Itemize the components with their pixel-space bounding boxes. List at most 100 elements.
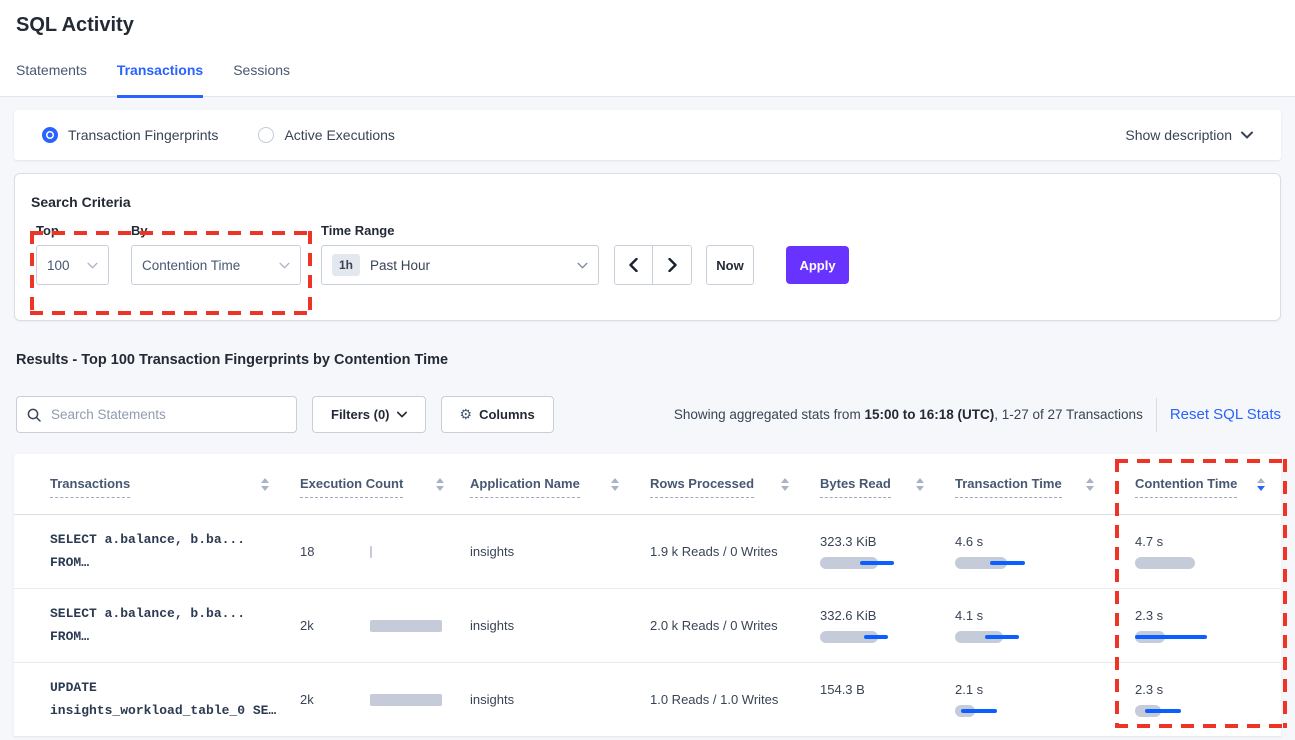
- contention-time-cell: 2.3 s: [1110, 663, 1281, 736]
- transaction-time-bar: [955, 557, 1007, 569]
- time-range-badge: 1h: [332, 254, 361, 276]
- show-description-label: Show description: [1125, 127, 1232, 143]
- column-label: Transaction Time: [955, 476, 1062, 498]
- search-criteria-form: Top 100 By Contention Time Time Range 1h…: [36, 223, 1264, 285]
- column-label: Transactions: [50, 476, 131, 498]
- column-header-application-name[interactable]: Application Name: [460, 454, 635, 514]
- by-select-value: Contention Time: [142, 257, 241, 273]
- sort-icon[interactable]: [916, 477, 924, 491]
- time-range-label: Time Range: [321, 223, 395, 238]
- transaction-time-cell: 4.1 s: [940, 589, 1110, 662]
- bytes-read-mean-line: [864, 635, 888, 639]
- transaction-fingerprint-link[interactable]: SELECT a.balance, b.ba... FROM…: [50, 531, 246, 570]
- contention-time-cell: 4.7 s: [1110, 515, 1281, 588]
- column-header-execution-count[interactable]: Execution Count: [285, 454, 460, 514]
- contention-time-chart: [1135, 557, 1245, 569]
- column-header-transactions[interactable]: Transactions: [14, 454, 285, 514]
- execution-count-bar: [370, 693, 442, 706]
- columns-button[interactable]: ⚙ Columns: [440, 396, 554, 433]
- sort-icon[interactable]: [436, 477, 444, 491]
- radio-transaction-fingerprints[interactable]: Transaction Fingerprints: [42, 127, 218, 143]
- transaction-cell: SELECT a.balance, b.ba... FROM…: [14, 589, 285, 662]
- contention-time-value: 2.3 s: [1135, 608, 1164, 623]
- transaction-cell: SELECT a.balance, b.ba... FROM…: [14, 515, 285, 588]
- bytes-read-value: 323.3 KiB: [820, 534, 877, 549]
- top-field: Top 100: [36, 223, 109, 285]
- transaction-time-value: 4.1 s: [955, 608, 984, 623]
- bytes-read-bar: [820, 557, 878, 569]
- apply-button[interactable]: Apply: [786, 246, 849, 284]
- contention-time-chart: [1135, 631, 1245, 643]
- search-statements-box[interactable]: [16, 396, 297, 433]
- filters-button[interactable]: Filters (0): [312, 396, 426, 433]
- execution-count-cell: 18: [285, 515, 460, 588]
- execution-count-bar: [370, 545, 372, 558]
- page-title: SQL Activity: [16, 14, 134, 36]
- transaction-fingerprint-link[interactable]: UPDATE insights_workload_table_0 SE…: [50, 679, 277, 718]
- column-label: Contention Time: [1135, 476, 1238, 498]
- transaction-fingerprint-link[interactable]: SELECT a.balance, b.ba... FROM…: [50, 605, 246, 644]
- bytes-read-value: 332.6 KiB: [820, 608, 877, 623]
- chevron-left-icon: [629, 258, 638, 272]
- transaction-time-chart: [955, 705, 1065, 717]
- execution-count-bar: [370, 619, 442, 632]
- bytes-read-chart: [820, 705, 930, 717]
- column-label: Execution Count: [300, 476, 404, 498]
- transaction-time-mean-line: [961, 709, 997, 713]
- contention-time-cell: 2.3 s: [1110, 589, 1281, 662]
- table-row: SELECT a.balance, b.ba... FROM… 18 insights…: [14, 515, 1281, 589]
- radio-active-executions[interactable]: Active Executions: [258, 127, 395, 143]
- execution-count-cell: 2k: [285, 589, 460, 662]
- radio-selected-icon[interactable]: [42, 127, 58, 143]
- column-header-rows-processed[interactable]: Rows Processed: [635, 454, 805, 514]
- rows-processed-cell: 2.0 k Reads / 0 Writes: [650, 618, 778, 633]
- previous-time-range-button[interactable]: [615, 246, 653, 284]
- chevron-down-icon: [279, 262, 290, 269]
- show-description-toggle[interactable]: Show description: [1125, 127, 1253, 143]
- sort-icon[interactable]: [611, 477, 619, 491]
- bytes-read-chart: [820, 631, 930, 643]
- application-name-cell: insights: [470, 618, 515, 633]
- reset-sql-stats-link[interactable]: Reset SQL Stats: [1169, 406, 1281, 423]
- column-header-transaction-time[interactable]: Transaction Time: [940, 454, 1110, 514]
- bytes-read-value: 154.3 B: [820, 682, 865, 697]
- sort-icon[interactable]: [1257, 477, 1265, 491]
- tab-sessions[interactable]: Sessions: [233, 62, 291, 78]
- stats-time-period: 15:00 to 16:18 (UTC): [864, 407, 995, 422]
- column-header-contention-time[interactable]: Contention Time: [1110, 454, 1281, 514]
- bytes-read-cell: 332.6 KiB: [805, 589, 940, 662]
- radio-unselected-icon[interactable]: [258, 127, 275, 143]
- bytes-read-cell: 323.3 KiB: [805, 515, 940, 588]
- column-label: Application Name: [470, 476, 580, 498]
- contention-time-value: 4.7 s: [1135, 534, 1164, 549]
- sort-icon[interactable]: [1086, 477, 1094, 491]
- tab-transactions[interactable]: Transactions: [116, 62, 204, 98]
- time-range-field: Time Range 1h Past Hour: [321, 223, 599, 285]
- now-button[interactable]: Now: [706, 245, 754, 285]
- results-controls: Filters (0) ⚙ Columns Showing aggregated…: [16, 396, 1281, 433]
- application-name-cell: insights: [470, 544, 515, 559]
- column-header-bytes-read[interactable]: Bytes Read: [805, 454, 940, 514]
- search-statements-input[interactable]: [49, 406, 286, 423]
- execution-count-value: 2k: [300, 618, 314, 633]
- table-body: SELECT a.balance, b.ba... FROM… 18 insights…: [14, 515, 1281, 737]
- contention-time-bar: [1135, 557, 1195, 569]
- rows-processed-cell: 1.0 Reads / 1.0 Writes: [650, 692, 779, 707]
- sort-icon[interactable]: [261, 477, 269, 491]
- transaction-time-chart: [955, 631, 1065, 643]
- application-name-cell: insights: [470, 692, 515, 707]
- transactions-table: Transactions Execution Count Application N…: [14, 454, 1281, 737]
- contention-time-mean-line: [1135, 635, 1207, 639]
- top-select[interactable]: 100: [36, 245, 109, 285]
- filters-label: Filters (0): [331, 407, 390, 422]
- by-select[interactable]: Contention Time: [131, 245, 301, 285]
- time-range-select[interactable]: 1h Past Hour: [321, 245, 599, 285]
- next-time-range-button[interactable]: [653, 246, 691, 284]
- search-criteria-panel: Search Criteria Top 100 By Contention Ti…: [14, 173, 1281, 321]
- sort-icon[interactable]: [781, 477, 789, 491]
- table-header-row: Transactions Execution Count Application N…: [14, 454, 1281, 515]
- tab-statements[interactable]: Statements: [16, 62, 87, 78]
- results-heading: Results - Top 100 Transaction Fingerprin…: [16, 352, 449, 368]
- contention-time-value: 2.3 s: [1135, 682, 1164, 697]
- transaction-time-mean-line: [985, 635, 1019, 639]
